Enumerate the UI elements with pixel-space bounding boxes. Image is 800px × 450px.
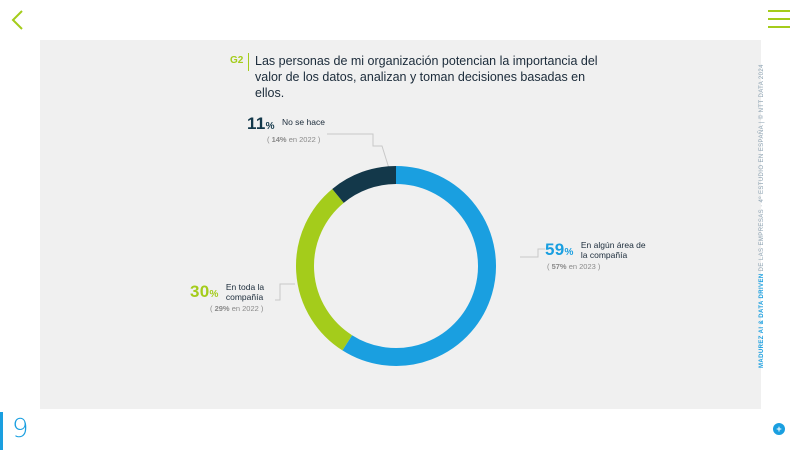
page-marker [0,412,3,450]
tag-divider [248,53,249,71]
leader-line-toda [275,283,295,301]
hamburger-icon [768,10,790,12]
leader-line-no-se-hace [327,133,393,179]
chart-panel: G2 Las personas de mi organización poten… [40,40,761,409]
slice-previous: ( 14% en 2022 ) [267,135,321,144]
donut-slice-0 [342,166,496,366]
donut-slice-2 [332,166,397,204]
donut-slice-1 [296,188,353,351]
slice-label-toda: 30% En toda la compañía ( 29% en 2022 ) [190,282,276,313]
menu-button[interactable] [768,10,790,28]
slice-previous: ( 29% en 2022 ) [210,304,264,313]
chevron-left-icon [11,10,23,30]
slice-value: 11 [247,114,266,133]
slice-name: No se hace [281,117,325,127]
donut-chart [275,133,545,366]
slice-previous: ( 57% en 2023 ) [547,262,601,271]
side-footer-text: MADUREZ AI & DATA DRIVEN DE LAS EMPRESAS… [759,64,765,368]
plus-icon[interactable]: + [773,423,785,435]
chart-tag: G2 [230,55,244,66]
slice-label-no-se-hace: 11% No se hace ( 14% en 2022 ) [247,114,325,144]
page-number: 9 [12,414,29,444]
chart-title: Las personas de mi organización potencia… [255,54,598,100]
slice-name: En toda la compañía [225,282,265,302]
leader-line-algun-area [520,248,545,258]
slice-value: 59 [545,240,565,259]
back-button[interactable] [8,8,30,32]
slice-label-algun-area: 59% En algún área de la compañía ( 57% e… [545,240,651,271]
slice-value: 30 [190,282,210,301]
slice-name: En algún área de la compañía [580,240,646,260]
